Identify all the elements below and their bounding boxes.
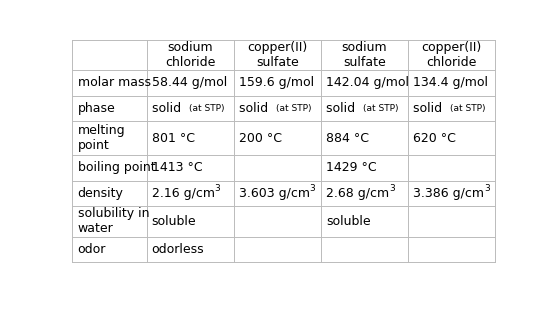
Text: 3.386 g/cm: 3.386 g/cm	[413, 187, 484, 200]
Text: 3: 3	[484, 183, 490, 193]
Text: sodium
sulfate: sodium sulfate	[342, 41, 387, 69]
Text: solid: solid	[413, 102, 450, 115]
Text: (at STP): (at STP)	[450, 104, 486, 113]
Text: 2.68 g/cm: 2.68 g/cm	[326, 187, 389, 200]
Text: soluble: soluble	[152, 215, 196, 228]
Text: molar mass: molar mass	[78, 77, 151, 90]
Text: solid: solid	[239, 102, 276, 115]
Text: 2.16 g/cm: 2.16 g/cm	[152, 187, 215, 200]
Text: 3: 3	[310, 183, 316, 193]
Text: 134.4 g/mol: 134.4 g/mol	[413, 77, 488, 90]
Text: soluble: soluble	[326, 215, 371, 228]
Text: (at STP): (at STP)	[189, 104, 224, 113]
Text: 159.6 g/mol: 159.6 g/mol	[239, 77, 314, 90]
Text: solid: solid	[326, 102, 363, 115]
Text: solid: solid	[152, 102, 189, 115]
Text: 620 °C: 620 °C	[413, 132, 456, 145]
Text: odorless: odorless	[152, 243, 204, 256]
Text: 1413 °C: 1413 °C	[152, 161, 202, 174]
Text: 200 °C: 200 °C	[239, 132, 282, 145]
Text: (at STP): (at STP)	[276, 104, 311, 113]
Text: melting
point: melting point	[78, 124, 125, 152]
Text: 142.04 g/mol: 142.04 g/mol	[326, 77, 409, 90]
Text: phase: phase	[78, 102, 115, 115]
Text: 3: 3	[389, 183, 395, 193]
Text: 1429 °C: 1429 °C	[326, 161, 377, 174]
Text: copper(II)
sulfate: copper(II) sulfate	[247, 41, 307, 69]
Text: density: density	[78, 187, 123, 200]
Text: sodium
chloride: sodium chloride	[165, 41, 215, 69]
Text: boiling point: boiling point	[78, 161, 155, 174]
Text: solubility in
water: solubility in water	[78, 207, 149, 235]
Text: (at STP): (at STP)	[363, 104, 399, 113]
Text: 3.603 g/cm: 3.603 g/cm	[239, 187, 310, 200]
Text: 3: 3	[215, 183, 221, 193]
Text: 58.44 g/mol: 58.44 g/mol	[152, 77, 227, 90]
Text: 884 °C: 884 °C	[326, 132, 369, 145]
Text: 801 °C: 801 °C	[152, 132, 194, 145]
Text: copper(II)
chloride: copper(II) chloride	[422, 41, 482, 69]
Text: odor: odor	[78, 243, 106, 256]
